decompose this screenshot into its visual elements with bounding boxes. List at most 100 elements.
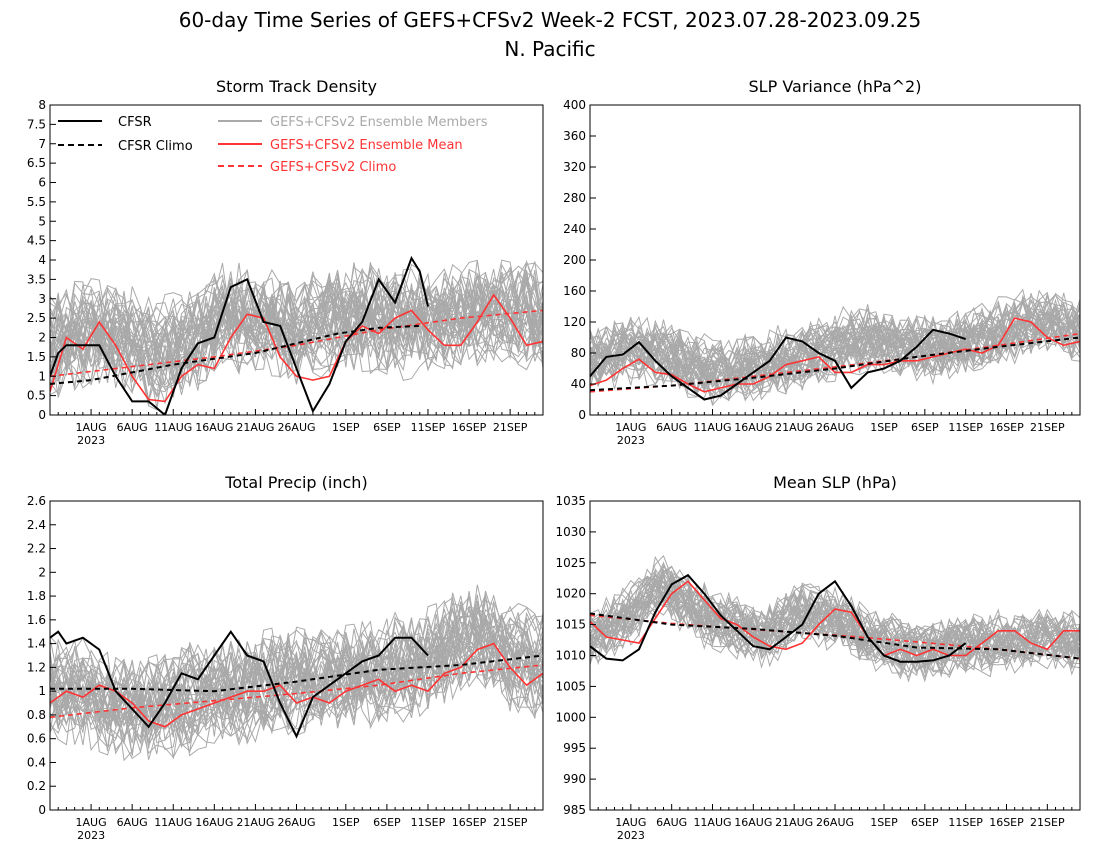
ensemble-member-line <box>590 311 1080 392</box>
y-tick-label: 4 <box>38 253 46 267</box>
y-tick-label: 1000 <box>555 710 586 724</box>
ensemble-member-line <box>590 318 1080 397</box>
x-tick-label: 11SEP <box>948 816 983 829</box>
y-tick-label: 1030 <box>555 525 586 539</box>
y-tick-label: 0.6 <box>27 732 46 746</box>
y-tick-label: 1 <box>38 369 46 383</box>
y-tick-label: 1010 <box>555 649 586 663</box>
y-tick-label: 280 <box>563 191 586 205</box>
y-tick-label: 1025 <box>555 556 586 570</box>
legend-cfsr-climo-label: CFSR Climo <box>118 139 193 154</box>
x-tick-label: 11AUG <box>693 816 731 829</box>
ensemble-member-line <box>50 283 543 378</box>
x-tick-label: 16AUG <box>195 421 233 434</box>
ensemble-member-line <box>50 640 543 744</box>
y-tick-label: 7.5 <box>27 117 46 131</box>
x-year-label: 2023 <box>77 434 105 447</box>
y-tick-label: 985 <box>563 803 586 817</box>
series-cfsr-climo <box>50 654 543 693</box>
x-tick-label: 21AUG <box>775 816 813 829</box>
legend: CFSR CFSR Climo GEFS+CFSv2 Ensemble Memb… <box>58 115 488 175</box>
x-tick-label: 16SEP <box>452 816 487 829</box>
y-tick-label: 2.4 <box>27 518 46 532</box>
ensemble-member-line <box>50 602 543 713</box>
panel-total-precip: Total Precip (inch) 0 0.2 0.4 0.6 0.8 1 1.2 1.4 1… <box>27 473 544 842</box>
x-tick-label: 11AUG <box>693 421 731 434</box>
ensemble-member-line <box>590 573 1080 673</box>
figure-title: 60-day Time Series of GEFS+CFSv2 Week-2 … <box>179 8 922 32</box>
x-tick-label: 16SEP <box>452 421 487 434</box>
x-tick-label: 1SEP <box>332 421 360 434</box>
y-tick-label: 990 <box>563 772 586 786</box>
ensemble-member-line <box>590 300 1080 386</box>
y-tick-label: 8 <box>38 98 46 112</box>
ensemble-member-line <box>50 270 543 365</box>
x-tick-label: 16SEP <box>989 816 1024 829</box>
y-tick-label: 320 <box>563 160 586 174</box>
panel-storm-track-density: Storm Track Density 0 0.5 1 1.5 2 2.5 3 3.5 4 4.5 5… <box>27 77 544 447</box>
x-tick-label: 11AUG <box>154 816 192 829</box>
series-gefs-cfsv2-ensemble-mean <box>590 580 1080 657</box>
legend-ens-members-label: GEFS+CFSv2 Ensemble Members <box>270 115 488 130</box>
y-tick-label: 1005 <box>555 679 586 693</box>
x-tick-label: 1AUG <box>615 421 646 434</box>
x-tick-label: 11SEP <box>411 421 446 434</box>
x-tick-label: 16AUG <box>734 816 772 829</box>
ensemble-member-line <box>590 289 1080 374</box>
ensemble-member-line <box>50 637 543 762</box>
y-tick-label: 1.5 <box>27 350 46 364</box>
y-tick-label: 0 <box>38 803 46 817</box>
x-tick-label: 26AUG <box>816 816 854 829</box>
ensemble-members <box>590 554 1080 683</box>
ensemble-member-line <box>50 299 543 396</box>
ensemble-member-line <box>50 626 543 745</box>
x-tick-label: 6AUG <box>656 421 687 434</box>
y-tick-label: 360 <box>563 129 586 143</box>
x-tick-label: 6AUG <box>656 816 687 829</box>
series-gefs-cfsv2-ensemble-mean <box>590 317 1080 393</box>
series-cfsr <box>50 629 429 739</box>
x-tick-label: 1AUG <box>615 816 646 829</box>
y-tick-label: 1.4 <box>27 637 46 651</box>
ensemble-member-line <box>50 304 543 406</box>
y-tick-label: 120 <box>563 315 586 329</box>
y-tick-label: 2 <box>38 565 46 579</box>
y-tick-label: 80 <box>571 346 586 360</box>
y-tick-label: 0.4 <box>27 755 46 769</box>
x-tick-label: 21AUG <box>236 816 274 829</box>
series-gefs-cfsv2-ensemble-mean <box>50 293 543 403</box>
ensemble-member-line <box>50 591 543 716</box>
y-tick-label: 40 <box>571 377 586 391</box>
y-tick-label: 0 <box>578 408 586 422</box>
x-tick-label: 6SEP <box>911 816 939 829</box>
panel-title: Mean SLP (hPa) <box>773 473 897 492</box>
ensemble-member-line <box>50 268 543 354</box>
y-tick-label: 1.8 <box>27 589 46 603</box>
y-tick-label: 6.5 <box>27 156 46 170</box>
y-tick-label: 1020 <box>555 587 586 601</box>
y-tick-label: 5 <box>38 214 46 228</box>
y-tick-label: 200 <box>563 253 586 267</box>
panel-title: SLP Variance (hPa^2) <box>749 77 922 96</box>
y-tick-label: 0.8 <box>27 708 46 722</box>
y-tick-label: 1 <box>38 684 46 698</box>
legend-ens-mean-label: GEFS+CFSv2 Ensemble Mean <box>270 138 463 153</box>
x-tick-label: 21AUG <box>775 421 813 434</box>
ensemble-member-line <box>50 270 543 358</box>
x-tick-label: 11SEP <box>411 816 446 829</box>
panel-slp-variance: SLP Variance (hPa^2) 0 40 80 120 160 200 240 280… <box>563 77 1081 447</box>
x-tick-label: 21SEP <box>1030 816 1065 829</box>
series-cfsr <box>50 255 429 415</box>
ensemble-member-line <box>50 279 543 364</box>
ensemble-member-line <box>590 555 1080 654</box>
x-tick-label: 21SEP <box>493 421 528 434</box>
y-tick-label: 2 <box>38 331 46 345</box>
y-tick-label: 2.2 <box>27 542 46 556</box>
y-tick-label: 6 <box>38 176 46 190</box>
ensemble-member-line <box>590 318 1080 405</box>
series-cfsr-climo <box>590 612 1080 660</box>
x-tick-label: 16AUG <box>195 816 233 829</box>
y-tick-label: 3.5 <box>27 272 46 286</box>
figure-subtitle: N. Pacific <box>504 37 595 61</box>
